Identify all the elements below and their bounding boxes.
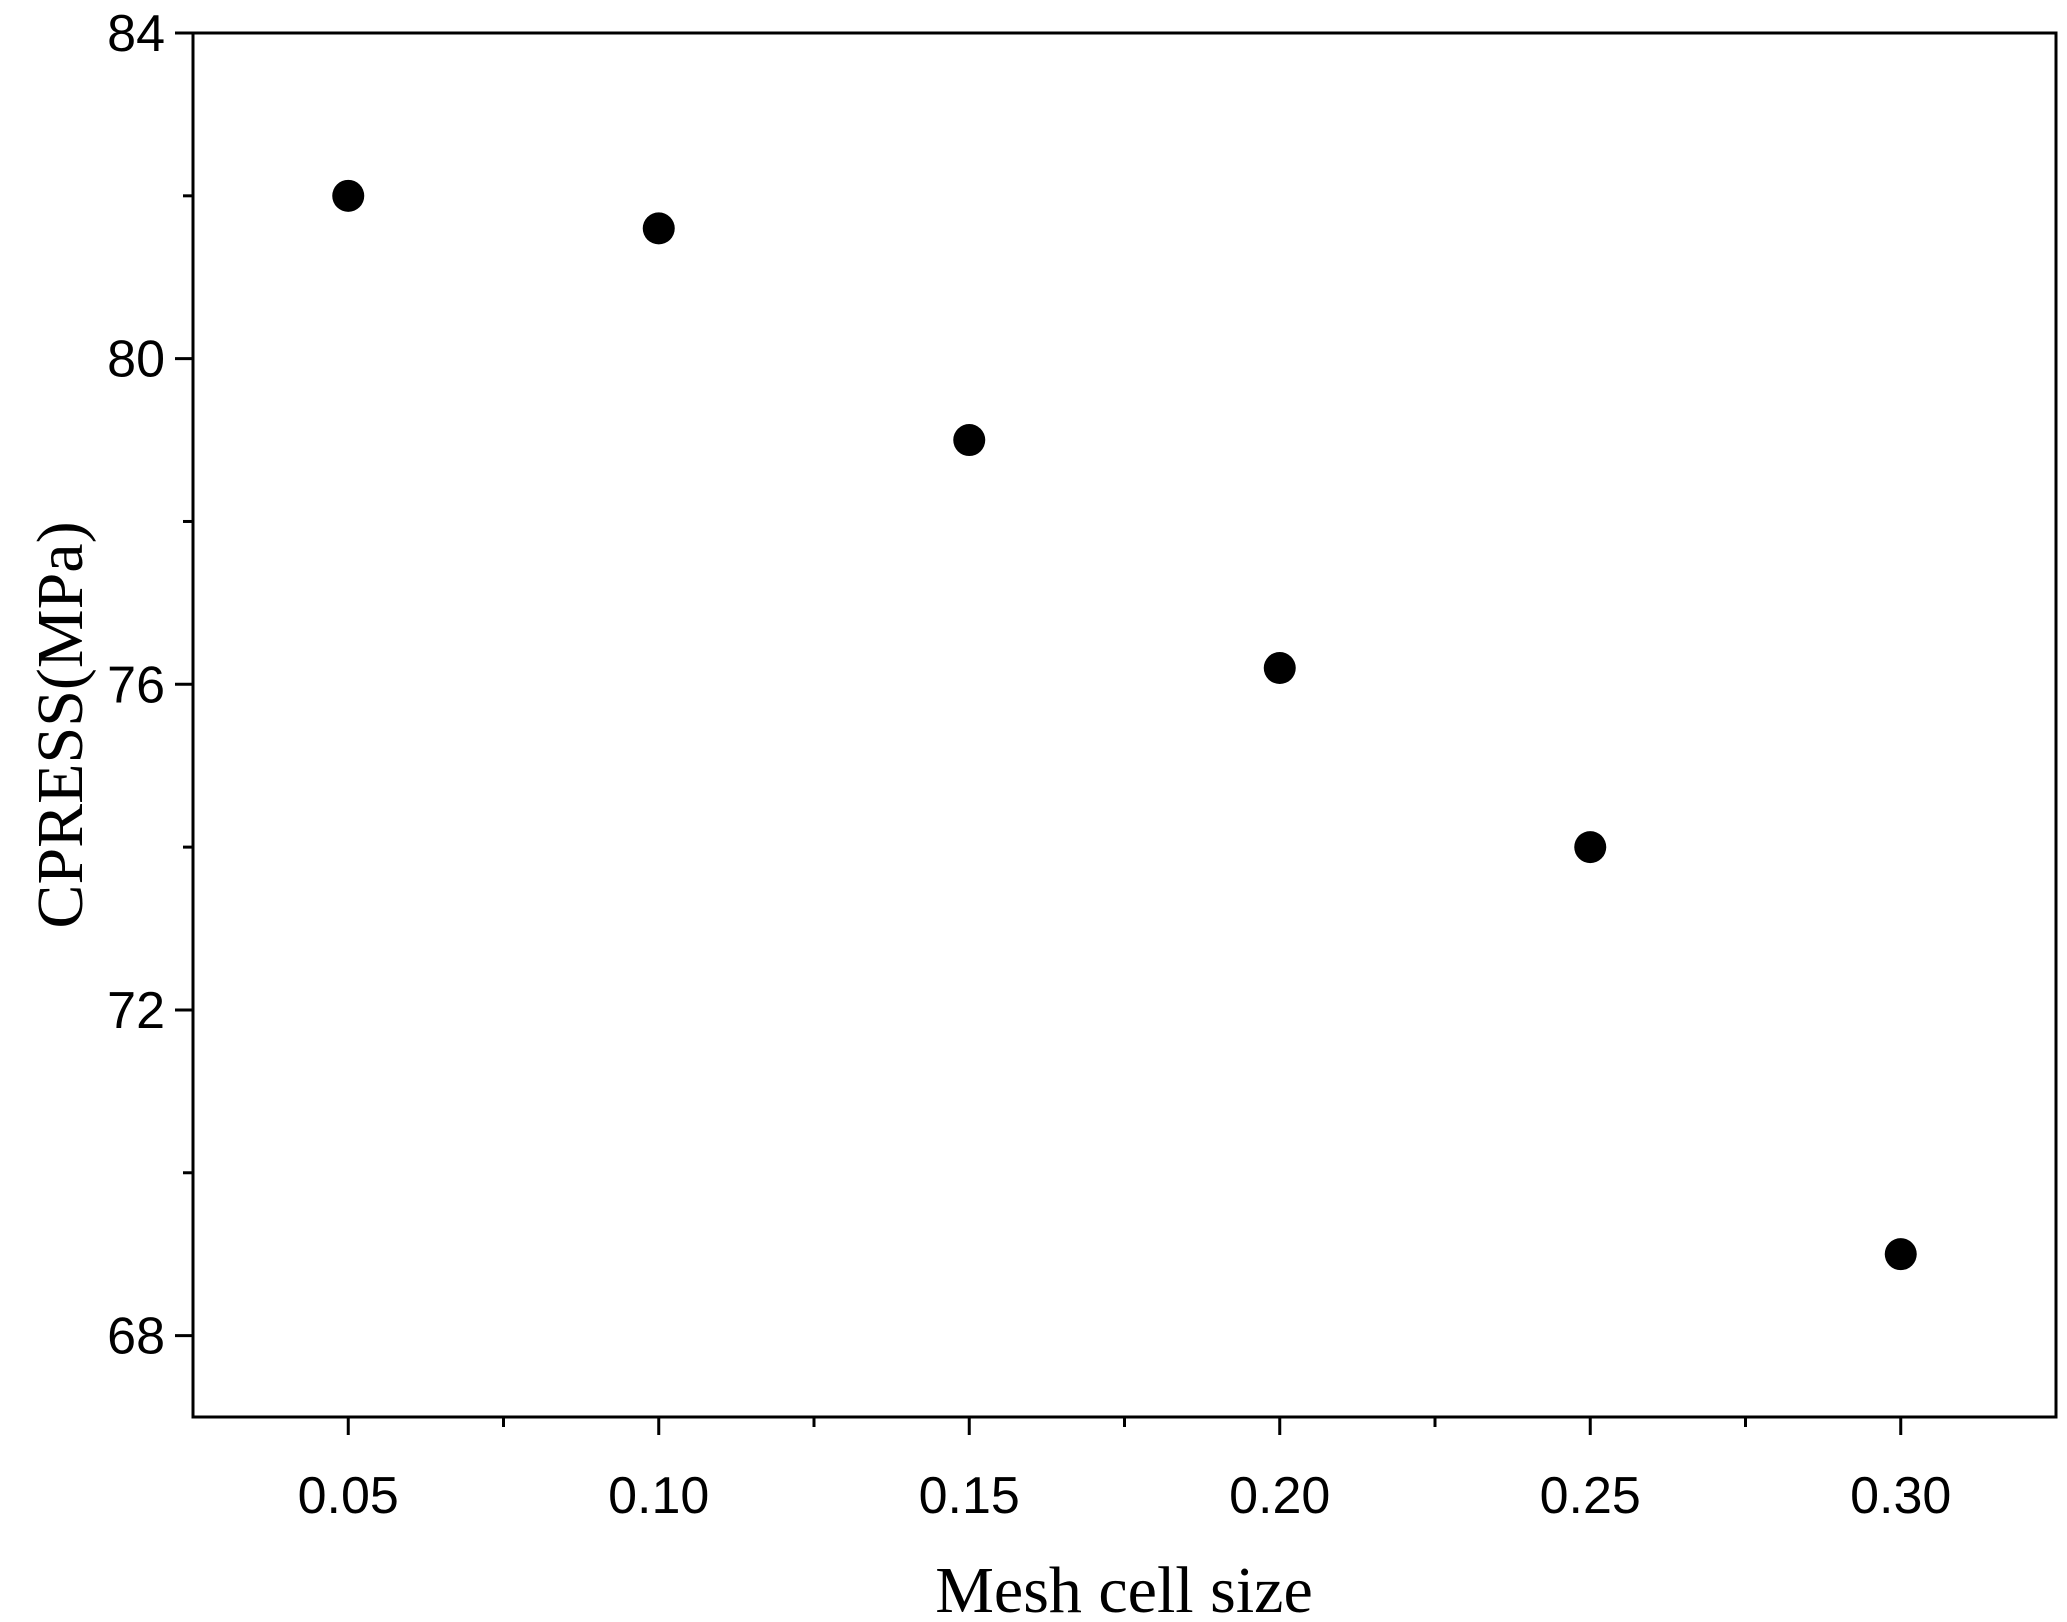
axis-ticks xyxy=(175,31,1903,1435)
x-tick-label: 0.30 xyxy=(1850,1467,1951,1525)
data-point xyxy=(1263,652,1296,685)
y-tick-label: 80 xyxy=(107,331,165,389)
x-tick-label: 0.25 xyxy=(1540,1467,1641,1525)
data-point xyxy=(1574,831,1607,864)
data-point xyxy=(332,179,365,212)
plot-frame xyxy=(191,31,2058,1419)
y-tick-label: 84 xyxy=(107,5,165,63)
x-tick-label: 0.15 xyxy=(919,1467,1020,1525)
x-tick-label: 0.10 xyxy=(608,1467,709,1525)
y-tick-label: 72 xyxy=(107,982,165,1040)
tick-labels: 0.05 0.10 0.15 0.20 0.25 0.30 68 72 76 80 84 xyxy=(107,5,1951,1525)
x-tick-label: 0.05 xyxy=(298,1467,399,1525)
y-tick-label: 76 xyxy=(107,656,165,714)
x-tick-label: 0.20 xyxy=(1229,1467,1330,1525)
data-point xyxy=(642,212,675,245)
data-points xyxy=(332,179,1917,1271)
y-tick-label: 68 xyxy=(107,1308,165,1366)
data-point xyxy=(1884,1238,1917,1271)
data-point xyxy=(953,424,986,457)
y-axis-title: CPRESS(MPa) xyxy=(24,521,97,928)
x-axis-title: Mesh cell size xyxy=(935,1554,1313,1622)
